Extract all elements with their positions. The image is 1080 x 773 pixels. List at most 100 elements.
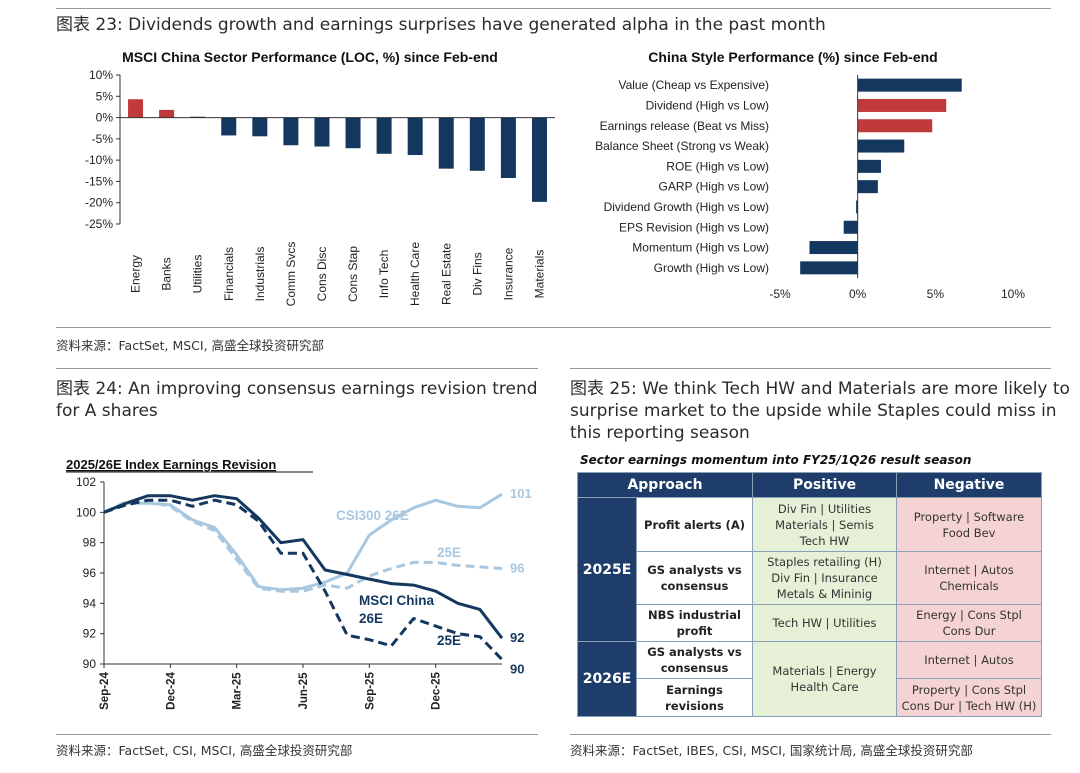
series-annotation: 25E [437,633,461,648]
positive-line: Div Fin | Insurance [771,571,878,585]
bar-style-4 [857,159,881,173]
bar-industrials [252,117,268,137]
y-category-label: GARP (High vs Low) [659,180,769,194]
bar-cons-disc [314,117,330,147]
y-tick-label: -10% [85,153,113,167]
fig25-title-line3: this reporting season [570,423,750,443]
x-tick-label: Mar-25 [232,672,244,710]
x-tick-label: Industrials [253,247,267,302]
series-end-label: 96 [510,560,524,575]
x-tick-label: Health Care [408,242,422,306]
series-annotation: MSCI China [359,593,434,608]
bar-style-6 [856,200,858,214]
bar-banks [159,109,175,118]
bar-financials [221,117,237,136]
bar-style-2 [857,119,933,133]
y-category-label: Dividend (High vs Low) [646,98,769,112]
negative-cell: Property | Cons Stpl Cons Dur | Tech HW … [896,678,1042,717]
y-category-label: EPS Revision (High vs Low) [619,220,769,234]
bar-insurance [500,117,516,179]
fig24-title: 图表 24: An improving consensus earnings r… [56,378,538,422]
negative-line: Internet | Autos [924,653,1014,667]
x-tick-label: Real Estate [439,243,453,305]
style-performance-chart: China Style Performance (%) since Feb-en… [595,49,1025,301]
negative-line: Internet | Autos [924,563,1014,577]
negative-cell: Internet | Autos [896,641,1042,679]
x-tick-label: Energy [129,255,143,293]
y-tick-label: 98 [83,536,97,550]
bar-style-8 [809,241,858,255]
bar-energy [128,99,144,118]
y-tick-label: 10% [89,68,113,82]
y-category-label: ROE (High vs Low) [666,159,769,173]
x-tick-label: Cons Disc [315,247,329,302]
negative-cell: Property | Software Food Bev [896,497,1042,552]
y-tick-label: 100 [76,505,96,519]
bar-style-1 [857,98,947,112]
y-category-label: Growth (High vs Low) [654,261,769,275]
x-tick-label: Dec-24 [165,672,177,710]
negative-line: Chemicals [939,579,999,593]
table-row: Earnings revisions Property | Cons Stpl … [578,678,1042,717]
x-tick-label: 10% [1001,287,1025,301]
year-2025e: 2025E [577,497,637,642]
y-tick-label: 96 [83,566,97,580]
x-tick-label: Info Tech [377,250,391,298]
y-category-label: Earnings release (Beat vs Miss) [600,119,769,133]
y-tick-label: 92 [83,627,97,641]
positive-cell: Materials | Energy Health Care [752,641,897,717]
fig25-source: 资料来源：FactSet, IBES, CSI, MSCI, 国家统计局, 高盛… [570,743,973,758]
chart-title: MSCI China Sector Performance (LOC, %) s… [122,49,498,65]
approach-cell: Profit alerts (A) [636,497,753,552]
year-2026e: 2026E [577,641,637,717]
series-end-label: 92 [510,630,524,645]
positive-line: Metals & Mininig [776,587,873,601]
x-tick-label: Financials [222,247,236,301]
y-tick-label: -25% [85,217,113,231]
bar-style-5 [857,180,878,194]
bar-style-9 [800,261,858,275]
chart-title: 2025/26E Index Earnings Revision [66,457,276,472]
fig25-title: 图表 25: We think Tech HW and Materials ar… [570,378,1070,444]
fig23-title: 图表 23: Dividends growth and earnings sur… [56,15,826,35]
fig24-title-line2: for A shares [56,401,158,421]
fig24-title-line1: 图表 24: An improving consensus earnings r… [56,379,538,399]
header-approach: Approach [577,472,753,498]
approach-cell: GS analysts vs consensus [636,551,753,605]
y-tick-label: 5% [96,89,114,103]
x-tick-label: -5% [769,287,791,301]
approach-cell: NBS industrial profit [636,604,753,642]
bar-info-tech [376,117,392,154]
bar-style-7 [843,220,858,234]
positive-cell: Tech HW | Utilities [752,604,897,642]
bar-materials [531,117,547,202]
header-negative: Negative [896,472,1042,498]
y-category-label: Dividend Growth (High vs Low) [604,200,769,214]
series-annotation: 26E [359,611,383,626]
approach-cell: Earnings revisions [636,678,753,717]
positive-line: Tech HW [799,533,850,548]
x-tick-label: Cons Stap [346,246,360,302]
y-category-label: Momentum (High vs Low) [632,241,769,255]
x-tick-label: Sep-24 [99,672,111,710]
approach-cell: GS analysts vs consensus [636,641,753,679]
x-tick-label: Banks [160,257,174,290]
fig25-subtitle: Sector earnings momentum into FY25/1Q26 … [580,453,972,467]
x-tick-label: Insurance [501,247,515,300]
negative-cell: Internet | Autos Chemicals [896,551,1042,605]
y-tick-label: 90 [83,657,97,671]
sector-performance-chart: MSCI China Sector Performance (LOC, %) s… [85,49,555,306]
y-category-label: Balance Sheet (Strong vs Weak) [595,139,769,153]
bar-style-3 [857,139,905,153]
header-positive: Positive [752,472,897,498]
positive-line: Materials | Energy [772,664,877,678]
positive-line: Health Care [790,680,859,694]
bar-div-fins [469,117,485,171]
negative-line: Cons Dur [942,624,996,638]
negative-line: Food Bev [942,525,996,540]
line-series-2 [103,494,504,640]
y-tick-label: 0% [96,111,114,125]
table-row: 2026E GS analysts vs consensus Materials… [577,641,1042,717]
negative-line: Cons Dur | Tech HW (H) [901,698,1037,713]
table-row: 2025E Profit alerts (A) Div Fin | Utilit… [577,497,1042,642]
